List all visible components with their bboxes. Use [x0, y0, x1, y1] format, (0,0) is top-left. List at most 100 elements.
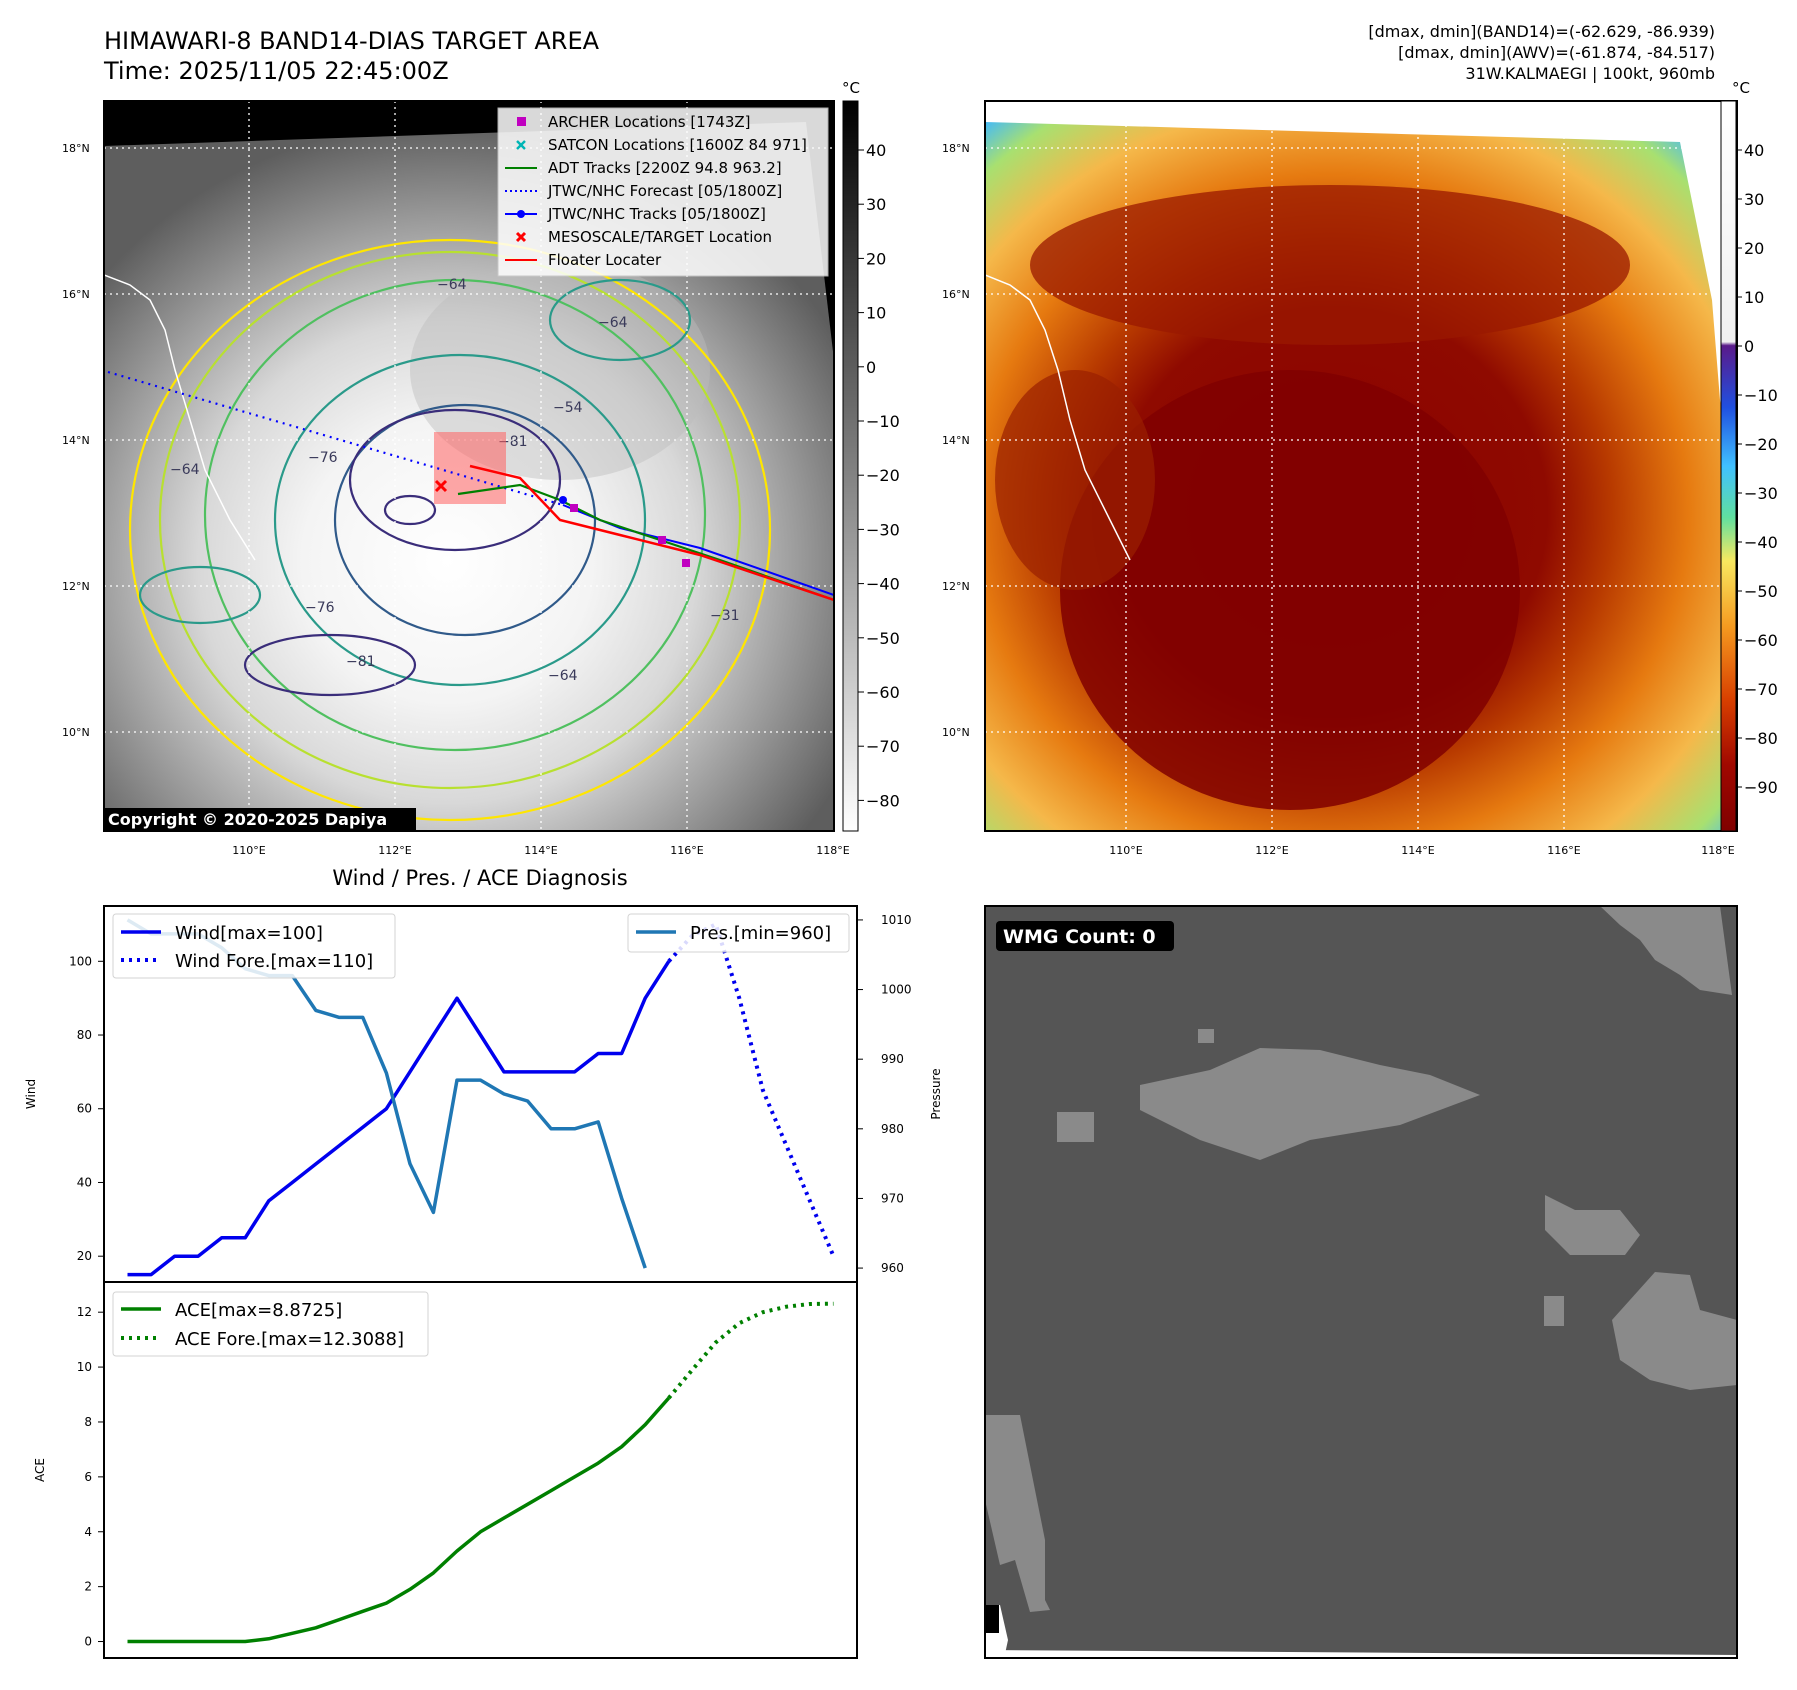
- ace-ylabel: ACE: [33, 1458, 47, 1482]
- lon-tick: 118°E: [1701, 844, 1734, 857]
- colorbar-tick-label: 0: [866, 358, 876, 377]
- colorbar-tick-label: −20: [866, 466, 900, 485]
- wmg-background: [985, 906, 1737, 1658]
- awv-lat-ticks: 18°N 16°N 14°N 12°N 10°N: [942, 142, 970, 739]
- lon-tick: 110°E: [232, 844, 265, 857]
- legend-label: ARCHER Locations [1743Z]: [548, 113, 751, 131]
- colorbar-tick-label: −70: [866, 737, 900, 756]
- series-line: [127, 1396, 671, 1644]
- awv-gridlines: [985, 101, 1737, 831]
- colorbar-tick-label: 20: [1744, 239, 1764, 258]
- legend-label: SATCON Locations [1600Z 84 971]: [548, 136, 807, 154]
- legend-box: [497, 107, 829, 277]
- y-tick-label: 20: [77, 1249, 92, 1263]
- ir-map-frame: [103, 100, 835, 832]
- y-tick-label: 4: [84, 1525, 92, 1539]
- figure-title: HIMAWARI-8 BAND14-DIAS TARGET AREA: [104, 27, 600, 55]
- colorbar-tick-label: 30: [866, 195, 886, 214]
- ir-lat-ticks: 18°N 16°N 14°N 12°N 10°N: [62, 142, 90, 739]
- jtwc-track-point: [559, 496, 567, 504]
- contour-label: −31: [710, 608, 740, 624]
- series-line: [667, 1301, 834, 1400]
- y-tick-label: 100: [69, 954, 92, 968]
- y-tick-label: 80: [77, 1028, 92, 1042]
- target-location-marker: [434, 479, 448, 493]
- wind-ylabel: Wind: [24, 1079, 38, 1109]
- wind-y-ticks: 20 40 60 80 100: [69, 954, 104, 1263]
- archer-location-marker: [658, 536, 666, 544]
- contour-label: −76: [305, 600, 335, 616]
- lon-tick: 114°E: [524, 844, 557, 857]
- figure-time: Time: 2025/11/05 22:45:00Z: [104, 57, 449, 85]
- target-legend-icon: [515, 231, 527, 243]
- awv-map-frame: [984, 100, 1738, 832]
- colorbar-tick-label: 20: [866, 249, 886, 268]
- awv-colorbar-ticks: 40 30 20 10 0 −10 −20 −30 −40 −50 −60 −70 −80 −90: [1736, 141, 1778, 797]
- awv-west-band: [995, 370, 1155, 590]
- lon-tick: 112°E: [1255, 844, 1288, 857]
- legend-label: ACE[max=8.8725]: [175, 1300, 342, 1321]
- colorbar-tick-label: 40: [866, 141, 886, 160]
- ir-colorbar-unit: °C: [842, 79, 860, 97]
- awv-coastline: [985, 274, 1131, 561]
- ir-legend: ARCHER Locations [1743Z] SATCON Location…: [497, 107, 829, 277]
- satcon-legend-icon: [516, 140, 526, 150]
- copyright-text: Copyright © 2020-2025 Dapiya: [108, 810, 387, 829]
- y-tick-label: 0: [84, 1635, 92, 1649]
- colorbar-tick-label: 0: [1744, 337, 1754, 356]
- y-tick-label: 1000: [881, 983, 912, 997]
- ir-cloud-band: [410, 260, 710, 480]
- ir-contours: [128, 238, 772, 822]
- copyright-box: [104, 808, 416, 830]
- lat-tick: 10°N: [62, 726, 90, 739]
- lon-tick: 112°E: [378, 844, 411, 857]
- legend-label: JTWC/NHC Forecast [05/1800Z]: [547, 182, 782, 200]
- awv-dry-band: [1030, 185, 1630, 345]
- archer-location-marker: [570, 504, 578, 512]
- series-line: [667, 922, 836, 1257]
- contour-label: −81: [346, 654, 376, 670]
- colorbar-tick-label: −30: [866, 520, 900, 539]
- lat-tick: 18°N: [942, 142, 970, 155]
- awv-range-info: [dmax, dmin](AWV)=(-61.874, -84.517): [1398, 43, 1715, 62]
- awv-colorbar-unit: °C: [1732, 79, 1750, 97]
- wmg-bottom-edge: [985, 1650, 1737, 1658]
- ir-colorbar: [842, 100, 859, 832]
- contour-label: −54: [553, 400, 583, 416]
- ir-contour-labels: −81 −76 −64 −54 −64 −31 −64 −64 −81 −76: [170, 277, 740, 684]
- pressure-legend-box: [627, 913, 850, 953]
- awv-colorbar: [1720, 100, 1737, 832]
- lat-tick: 12°N: [942, 580, 970, 593]
- lon-tick: 118°E: [816, 844, 849, 857]
- ir-map-panel: −81 −76 −64 −54 −64 −31 −64 −64 −81 −76: [62, 79, 900, 857]
- contour-label: −64: [548, 668, 578, 684]
- floater-track: [469, 464, 834, 602]
- legend-label: Wind[max=100]: [175, 923, 323, 944]
- ace-chart: 0 2 4 6 8 10 12 ACE ACE[max=8.8725] ACE Fore.[…: [33, 1281, 858, 1659]
- wmg-badge-text: WMG Count: 0: [1003, 926, 1156, 948]
- colorbar-tick-label: −60: [1744, 631, 1778, 650]
- ir-lon-ticks: 110°E 112°E 114°E 116°E 118°E: [232, 844, 849, 857]
- colorbar-tick-label: −70: [1744, 680, 1778, 699]
- contour-label: −64: [598, 315, 628, 331]
- legend-label: Floater Locater: [548, 251, 662, 269]
- wmg-panel: WMG Count: 0: [984, 905, 1738, 1659]
- adt-track: [457, 483, 834, 602]
- colorbar-tick-label: 10: [866, 304, 886, 323]
- lat-tick: 14°N: [942, 434, 970, 447]
- legend-label: MESOSCALE/TARGET Location: [548, 228, 772, 246]
- y-tick-label: 6: [84, 1470, 92, 1484]
- legend-label: ADT Tracks [2200Z 94.8 963.2]: [548, 159, 782, 177]
- diagnosis-title: Wind / Pres. / ACE Diagnosis: [332, 866, 627, 890]
- awv-map-panel: 18°N 16°N 14°N 12°N 10°N 110°E 112°E 114…: [942, 79, 1778, 857]
- ace-legend-box: [112, 1291, 429, 1357]
- band14-range-info: [dmax, dmin](BAND14)=(-62.629, -86.939): [1368, 22, 1715, 41]
- lat-tick: 16°N: [942, 288, 970, 301]
- colorbar-tick-label: −30: [1744, 484, 1778, 503]
- colorbar-tick-label: −90: [1744, 778, 1778, 797]
- contour-label: −64: [437, 277, 467, 293]
- awv-lon-ticks: 110°E 112°E 114°E 116°E 118°E: [1109, 844, 1734, 857]
- wind-legend: Wind[max=100] Wind Fore.[max=110]: [112, 913, 396, 979]
- y-tick-label: 970: [881, 1191, 904, 1205]
